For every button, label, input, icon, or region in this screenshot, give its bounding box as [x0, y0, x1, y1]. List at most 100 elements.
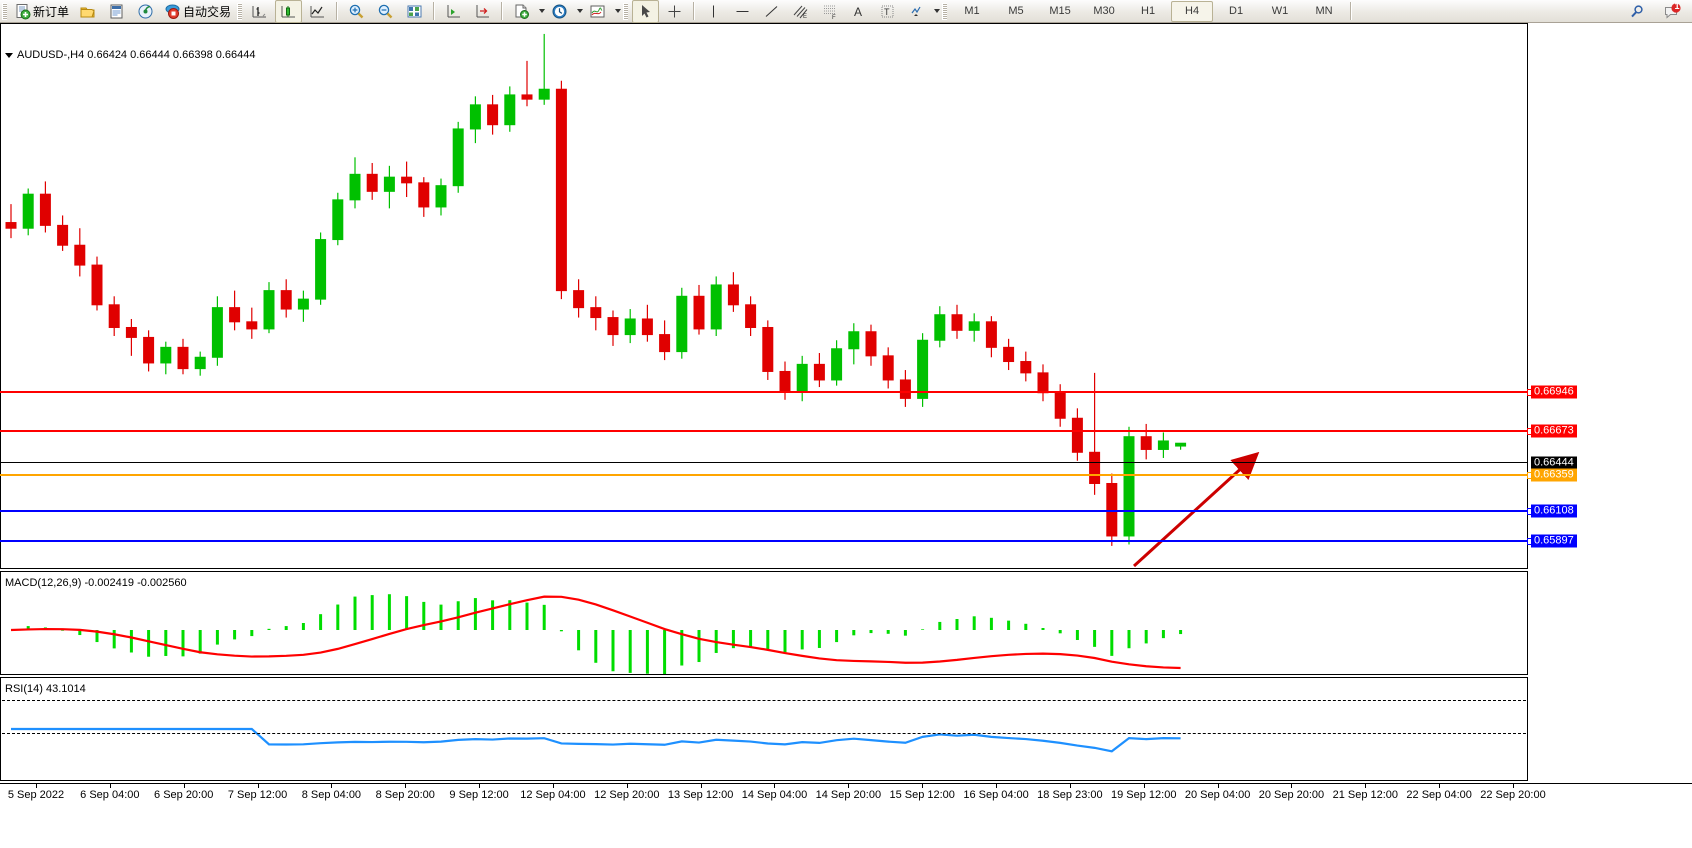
price-line-last-price[interactable] — [0, 462, 1528, 464]
indicators-dropdown-caret[interactable] — [539, 9, 546, 13]
auto-trading-icon — [165, 4, 180, 19]
vertical-line-icon — [713, 5, 715, 17]
price-line-resistance-1[interactable] — [0, 389, 1534, 397]
auto-trading-button[interactable]: 自动交易 — [161, 0, 234, 23]
fibonacci-icon: F — [824, 5, 836, 20]
notifications-button[interactable]: 1 — [1658, 0, 1685, 23]
period-dropdown-caret[interactable] — [577, 9, 584, 13]
time-tick — [774, 784, 776, 788]
crosshair-button[interactable] — [661, 0, 688, 23]
zoom-out-icon — [378, 4, 393, 18]
time-tick — [1365, 784, 1367, 788]
svg-text:T: T — [884, 7, 890, 17]
shapes-dropdown-caret[interactable] — [934, 9, 941, 13]
price-tag-bid-price[interactable]: 0.66359 — [1531, 468, 1577, 482]
time-tick — [626, 784, 628, 788]
toolbar-grip-1[interactable] — [2, 2, 7, 20]
time-axis-label: 6 Sep 20:00 — [154, 789, 214, 801]
timeframe-m1[interactable]: M1 — [964, 5, 980, 17]
text-button[interactable]: T — [874, 0, 901, 23]
bar-chart-button[interactable] — [246, 0, 273, 23]
horizontal-line-button[interactable] — [729, 0, 756, 23]
toolbar-right-group: 1 — [1622, 0, 1686, 23]
templates-icon — [590, 5, 605, 17]
timeframe-m15[interactable]: M15 — [1049, 5, 1071, 17]
time-tick — [1439, 784, 1441, 788]
equidistant-channel-icon: E — [793, 5, 808, 20]
toolbar-grip-2[interactable] — [237, 2, 243, 20]
time-tick — [479, 784, 481, 788]
equidistant-channel-button[interactable]: E — [787, 0, 814, 23]
rsi-panel[interactable] — [0, 677, 1528, 781]
time-tick — [36, 784, 37, 788]
time-axis-label: 13 Sep 12:00 — [667, 789, 734, 801]
price-line-bid-price[interactable] — [0, 472, 1534, 480]
navigator-icon — [138, 4, 153, 18]
period-button[interactable] — [546, 0, 573, 23]
chart-dropdown-icon[interactable] — [5, 52, 13, 58]
cursor-button[interactable] — [632, 0, 660, 23]
notification-badge: 1 — [1674, 1, 1680, 11]
vertical-line-button[interactable] — [700, 0, 727, 23]
price-line-support-1[interactable] — [0, 507, 1534, 515]
trendline-button[interactable] — [758, 0, 785, 23]
timeframe-w1[interactable]: W1 — [1271, 5, 1289, 17]
fibonacci-button[interactable]: F — [816, 0, 843, 23]
text-label-button[interactable]: A — [845, 0, 872, 23]
chart-area[interactable]: AUDUSD-,H4 0.66424 0.66444 0.66398 0.664… — [0, 23, 1692, 848]
price-tag-resistance-2[interactable]: 0.66673 — [1531, 424, 1577, 438]
templates-button[interactable] — [584, 0, 611, 23]
autoscroll-button[interactable] — [440, 0, 467, 23]
time-tick — [1217, 784, 1219, 788]
toolbar-grip-4[interactable] — [942, 2, 948, 20]
time-tick — [109, 784, 111, 788]
timeframe-h4[interactable]: H4 — [1171, 0, 1214, 22]
time-axis-label: 5 Sep 2022 — [7, 789, 65, 801]
macd-panel[interactable] — [0, 571, 1528, 675]
time-axis[interactable]: 5 Sep 2022 6 Sep 04:00 6 Sep 20:00 7 Sep 12… — [0, 783, 1692, 812]
price-line-support-2[interactable] — [0, 537, 1534, 545]
price-tag-support-2[interactable]: 0.65897 — [1531, 534, 1577, 548]
time-tick — [1069, 784, 1071, 788]
symbol-header: AUDUSD-,H4 0.66424 0.66444 0.66398 0.664… — [5, 49, 256, 61]
price-tag-resistance-1[interactable]: 0.66946 — [1531, 385, 1577, 399]
price-chart-panel[interactable] — [0, 23, 1528, 569]
time-tick — [996, 784, 998, 788]
price-tag-last-price[interactable]: 0.66444 — [1531, 456, 1577, 470]
price-line-resistance-2[interactable] — [0, 427, 1534, 435]
candlestick-icon — [281, 5, 296, 17]
new-order-button[interactable]: 新订单 — [11, 0, 72, 23]
zoom-out-button[interactable] — [372, 0, 399, 23]
market-watch-button[interactable] — [74, 0, 101, 23]
time-axis-label: 22 Sep 04:00 — [1406, 789, 1472, 801]
time-tick — [848, 784, 850, 788]
zoom-in-button[interactable] — [343, 0, 370, 23]
new-order-label: 新订单 — [33, 4, 70, 19]
grid-icon — [407, 5, 422, 17]
grid-button[interactable] — [401, 0, 428, 23]
candlestick-chart-button[interactable] — [275, 0, 303, 23]
timeframe-m5[interactable]: M5 — [1008, 5, 1024, 17]
macd-plot — [10, 594, 1183, 674]
timeframe-h1[interactable]: H1 — [1141, 5, 1156, 17]
navigator-button[interactable] — [132, 0, 159, 23]
time-tick — [922, 784, 924, 788]
search-button[interactable] — [1623, 0, 1650, 23]
time-axis-label: 21 Sep 12:00 — [1332, 789, 1399, 801]
shapes-button[interactable] — [903, 0, 930, 23]
main-toolbar: 新订单 自动交易 — [0, 0, 1692, 23]
data-window-button[interactable] — [103, 0, 130, 23]
time-axis-label: 12 Sep 20:00 — [594, 789, 660, 801]
crosshair-icon — [668, 5, 681, 17]
timeframe-d1[interactable]: D1 — [1229, 5, 1244, 17]
templates-dropdown-caret[interactable] — [615, 9, 622, 13]
timeframe-m30[interactable]: M30 — [1093, 5, 1115, 17]
line-chart-button[interactable] — [304, 0, 331, 23]
notification-icon — [1664, 2, 1681, 19]
timeframe-mn[interactable]: MN — [1315, 5, 1333, 17]
chart-shift-button[interactable] — [469, 0, 496, 23]
price-tag-support-1[interactable]: 0.66108 — [1531, 504, 1577, 518]
indicators-button[interactable] — [508, 0, 535, 23]
time-axis-label: 7 Sep 12:00 — [227, 789, 288, 801]
toolbar-grip-3[interactable] — [623, 2, 629, 20]
